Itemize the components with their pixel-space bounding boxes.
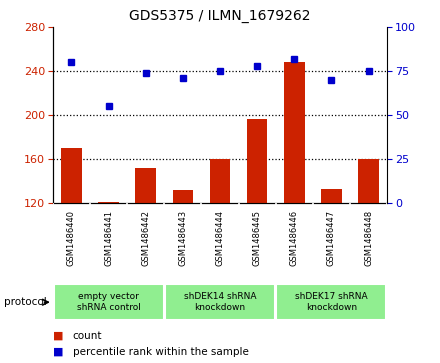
Text: GDS5375 / ILMN_1679262: GDS5375 / ILMN_1679262 xyxy=(129,9,311,23)
Bar xyxy=(210,159,230,203)
Bar xyxy=(359,159,379,203)
Bar xyxy=(276,284,386,321)
Bar xyxy=(247,119,268,203)
Text: GSM1486444: GSM1486444 xyxy=(216,210,224,266)
Text: shDEK14 shRNA
knockdown: shDEK14 shRNA knockdown xyxy=(184,293,256,312)
Text: GSM1486442: GSM1486442 xyxy=(141,210,150,266)
Text: GSM1486446: GSM1486446 xyxy=(290,210,299,266)
Text: count: count xyxy=(73,331,102,341)
Bar xyxy=(136,168,156,203)
Bar xyxy=(284,62,304,203)
Bar xyxy=(165,284,275,321)
Text: GSM1486448: GSM1486448 xyxy=(364,210,373,266)
Text: ■: ■ xyxy=(53,331,63,341)
Bar xyxy=(54,284,164,321)
Bar xyxy=(172,190,193,203)
Bar xyxy=(61,148,81,203)
Text: ■: ■ xyxy=(53,347,63,357)
Text: shDEK17 shRNA
knockdown: shDEK17 shRNA knockdown xyxy=(295,293,368,312)
Text: GSM1486443: GSM1486443 xyxy=(178,210,187,266)
Text: percentile rank within the sample: percentile rank within the sample xyxy=(73,347,249,357)
Text: protocol: protocol xyxy=(4,297,47,307)
Text: GSM1486441: GSM1486441 xyxy=(104,210,113,266)
Bar xyxy=(98,202,119,203)
Bar xyxy=(321,189,342,203)
Text: GSM1486447: GSM1486447 xyxy=(327,210,336,266)
Text: empty vector
shRNA control: empty vector shRNA control xyxy=(77,293,140,312)
Text: GSM1486445: GSM1486445 xyxy=(253,210,262,266)
Text: GSM1486440: GSM1486440 xyxy=(67,210,76,266)
